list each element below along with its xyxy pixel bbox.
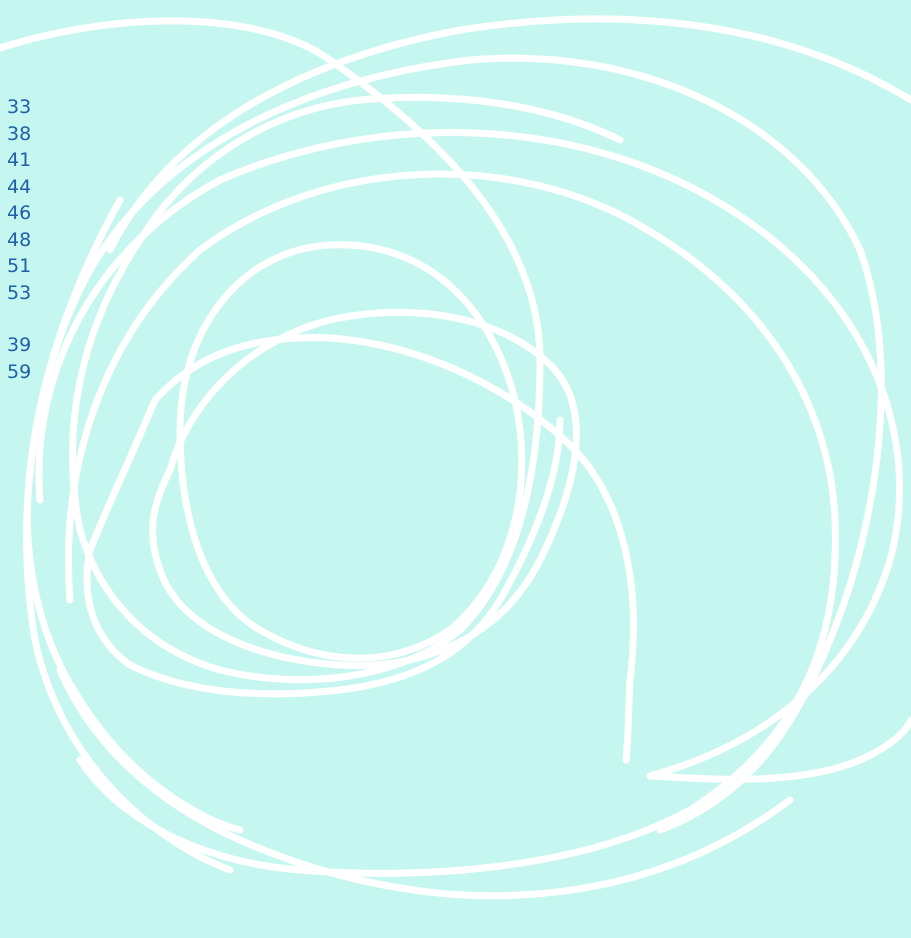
number-item: 46 <box>7 202 32 224</box>
number-list: 33 38 41 44 46 48 51 53 39 59 <box>7 94 31 385</box>
number-item: 33 <box>7 96 32 118</box>
number-item: 59 <box>7 360 32 383</box>
scribble-stroke <box>151 334 637 764</box>
scribble-stroke <box>56 666 794 900</box>
scribble-stroke <box>0 17 624 684</box>
number-item: 44 <box>7 175 32 198</box>
number-item: 48 <box>7 228 32 251</box>
scribble-stroke <box>149 308 580 670</box>
number-item: 41 <box>7 149 32 171</box>
scribble-stroke <box>176 241 526 662</box>
scribble-stroke <box>83 396 564 698</box>
scribble-stroke <box>23 196 244 834</box>
number-item: 38 <box>7 122 32 145</box>
scribble-stroke <box>23 54 885 874</box>
scribble-stroke <box>106 15 911 254</box>
number-item: 53 <box>7 281 32 304</box>
number-item: 51 <box>7 255 32 277</box>
scribble-stroke <box>65 170 839 877</box>
scribble-stroke <box>35 129 903 780</box>
scribble-stroke <box>646 716 911 783</box>
number-item: 39 <box>7 334 32 356</box>
